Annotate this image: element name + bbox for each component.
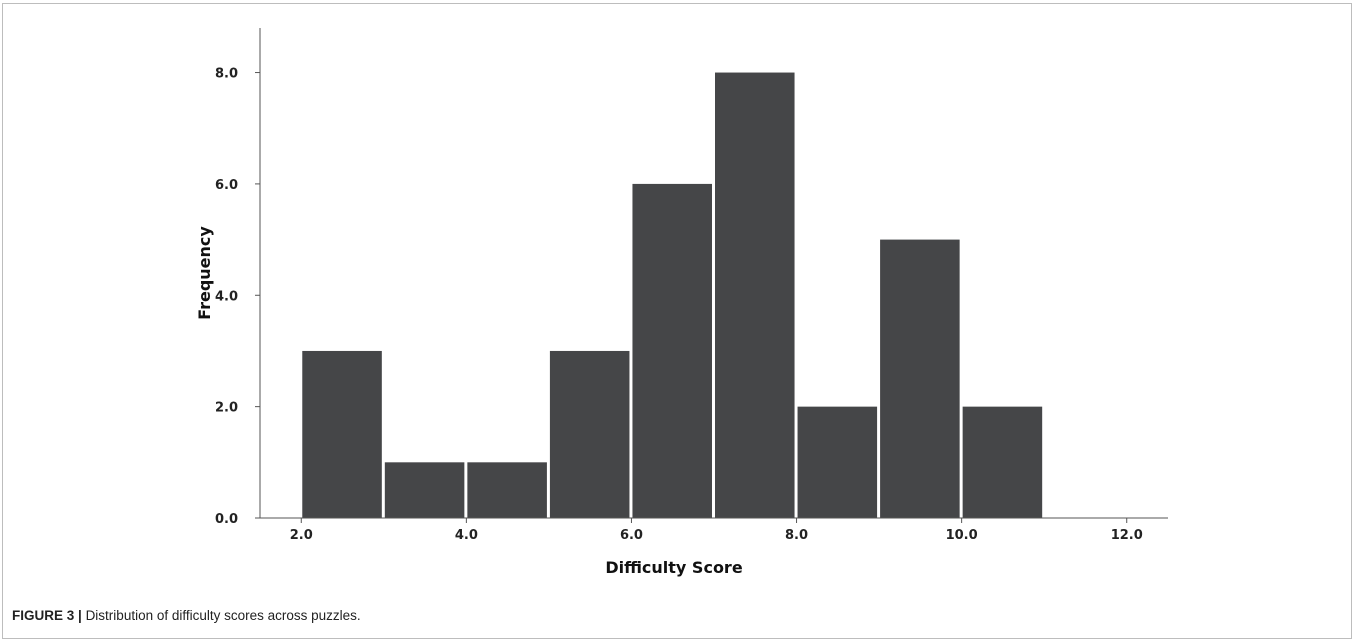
x-tick-label: 8.0 xyxy=(785,528,808,543)
y-tick-label: 0.0 xyxy=(215,512,238,527)
histogram-bar xyxy=(880,239,960,518)
histogram-bar xyxy=(632,183,712,518)
histogram-bar xyxy=(467,462,547,518)
x-tick-label: 2.0 xyxy=(290,528,313,543)
histogram-bar xyxy=(549,350,630,518)
y-tick-label: 2.0 xyxy=(215,401,238,416)
x-axis-title: Difficulty Score xyxy=(605,558,743,577)
y-tick-label: 6.0 xyxy=(215,178,238,193)
x-tick-label: 4.0 xyxy=(455,528,478,543)
histogram-bar xyxy=(715,72,795,518)
x-tick-label: 12.0 xyxy=(1111,528,1143,543)
histogram-bar xyxy=(302,350,382,518)
x-tick-label: 10.0 xyxy=(946,528,978,543)
histogram-bar xyxy=(797,406,878,518)
y-axis-title: Frequency xyxy=(195,226,214,320)
y-tick-label: 4.0 xyxy=(215,289,238,304)
histogram-bar xyxy=(962,406,1043,518)
figure-caption: FIGURE 3 | Distribution of difficulty sc… xyxy=(12,608,361,623)
figure-caption-text: Distribution of difficulty scores across… xyxy=(85,608,361,623)
bars-group xyxy=(302,72,1043,518)
figure-caption-label: FIGURE 3 | xyxy=(12,608,82,623)
y-tick-label: 8.0 xyxy=(215,67,238,82)
x-tick-label: 6.0 xyxy=(620,528,643,543)
x-axis-ticks: 2.0 4.0 6.0 8.0 10.0 12.0 xyxy=(290,518,1143,543)
histogram-bar xyxy=(384,462,465,518)
y-axis-ticks: 0.0 2.0 4.0 6.0 8.0 xyxy=(215,67,260,527)
